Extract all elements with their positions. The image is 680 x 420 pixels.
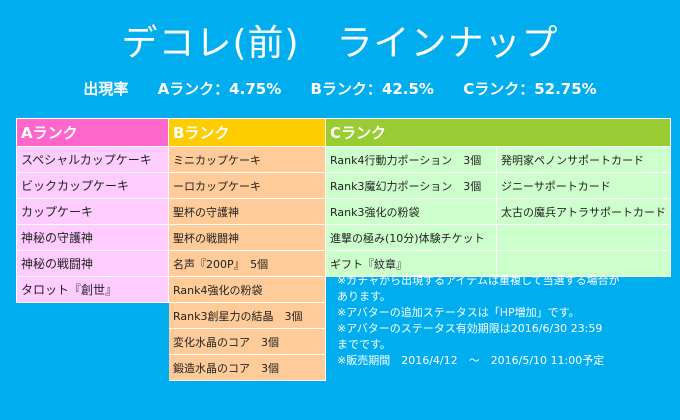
rank-b-item: 聖杯の戦闘神 bbox=[168, 224, 326, 251]
rank-c-item bbox=[496, 250, 671, 277]
note-line: ※販売期間 2016/4/12 ～ 2016/5/10 11:00予定 bbox=[337, 354, 605, 367]
rank-c-item: 太古の魔兵アトラサポートカード bbox=[496, 198, 671, 225]
rate-label: 出現率 bbox=[83, 80, 129, 98]
note-line: ※アバターのステータス有効期限は2016/6/30 23:59 bbox=[337, 322, 603, 335]
table-row: Rank3創星力の結晶 3個 bbox=[17, 302, 671, 329]
rank-a-item: タロット『創世』 bbox=[16, 276, 169, 303]
rank-c-item: ジニーサポートカード bbox=[496, 172, 671, 199]
rank-c-item bbox=[496, 224, 671, 251]
rank-b-item: 名声『200P』 5個 bbox=[168, 250, 326, 277]
lineup-table: Aランク Bランク Cランク スペシャルカップケーキ ミニカップケーキ Rank… bbox=[16, 118, 671, 381]
rank-a-item: スペシャルカップケーキ bbox=[16, 146, 169, 173]
rank-b-item: Rank3創星力の結晶 3個 bbox=[168, 302, 326, 329]
rank-b-item: 変化水晶のコア 3個 bbox=[168, 328, 326, 355]
rank-b-item: ーロカップケーキ bbox=[168, 172, 326, 199]
empty-cell bbox=[17, 329, 169, 355]
note-line: ※ガチャから出現するアイテムは重複して当選する場合が bbox=[337, 274, 620, 287]
rate-a: Aランク：4.75% bbox=[157, 80, 282, 98]
rank-a-header: Aランク bbox=[16, 118, 169, 147]
rank-c-item: Rank3魔幻力ポーション 3個 bbox=[325, 172, 497, 199]
rank-a-item: ビックカップケーキ bbox=[16, 172, 169, 199]
rank-b-item: 聖杯の守護神 bbox=[168, 198, 326, 225]
table-row: ビックカップケーキ ーロカップケーキ Rank3魔幻力ポーション 3個 ジニーサ… bbox=[16, 172, 671, 199]
page-title: デコレ(前) ラインナップ bbox=[121, 23, 559, 64]
rank-c-item: Rank4行動力ポーション 3個 bbox=[325, 146, 497, 173]
note-line: までです。 bbox=[337, 338, 391, 351]
rank-b-item: Rank4強化の粉袋 bbox=[168, 276, 326, 303]
rank-b-item: ミニカップケーキ bbox=[168, 146, 326, 173]
note-line: あります。 bbox=[337, 290, 391, 303]
rank-c-item: Rank3強化の粉袋 bbox=[325, 198, 497, 225]
table-row: 鍛造水晶のコア 3個 bbox=[17, 354, 671, 381]
rank-a-item: 神秘の守護神 bbox=[16, 224, 169, 251]
rank-b-header: Bランク bbox=[168, 118, 326, 147]
rate-c: Cランク：52.75% bbox=[463, 80, 597, 98]
rank-c-item: ギフト『紋章』 bbox=[325, 250, 497, 277]
table-row: カップケーキ 聖杯の守護神 Rank3強化の粉袋 太古の魔兵アトラサポートカード bbox=[16, 198, 671, 225]
table-row: タロット『創世』 Rank4強化の粉袋 bbox=[16, 276, 671, 303]
rank-c-item: 発明家ペノンサポートカード bbox=[496, 146, 671, 173]
header-row: Aランク Bランク Cランク bbox=[16, 118, 671, 147]
rank-a-item: 神秘の戦闘神 bbox=[16, 250, 169, 277]
table-row: 神秘の戦闘神 名声『200P』 5個 ギフト『紋章』 bbox=[16, 250, 671, 277]
table-row: 神秘の守護神 聖杯の戦闘神 進撃の極み(10分)体験チケット bbox=[16, 224, 671, 251]
empty-cell bbox=[17, 303, 169, 329]
empty-cell bbox=[17, 355, 169, 381]
rank-c-item: 進撃の極み(10分)体験チケット bbox=[325, 224, 497, 251]
notes: ※ガチャから出現するアイテムは重複して当選する場合が あります。 ※アバターの追… bbox=[337, 273, 667, 369]
rank-a-item: カップケーキ bbox=[16, 198, 169, 225]
rank-c-header: Cランク bbox=[325, 118, 671, 147]
note-line: ※アバターの追加ステータスは「HP増加」です。 bbox=[337, 306, 580, 319]
table-row: 変化水晶のコア 3個 bbox=[17, 328, 671, 355]
appearance-rates: 出現率 Aランク：4.75% Bランク：42.5% Cランク：52.75% bbox=[0, 78, 680, 99]
table-row: スペシャルカップケーキ ミニカップケーキ Rank4行動力ポーション 3個 発明… bbox=[16, 146, 671, 173]
rank-b-item: 鍛造水晶のコア 3個 bbox=[168, 354, 326, 381]
rate-b: Bランク：42.5% bbox=[310, 80, 434, 98]
